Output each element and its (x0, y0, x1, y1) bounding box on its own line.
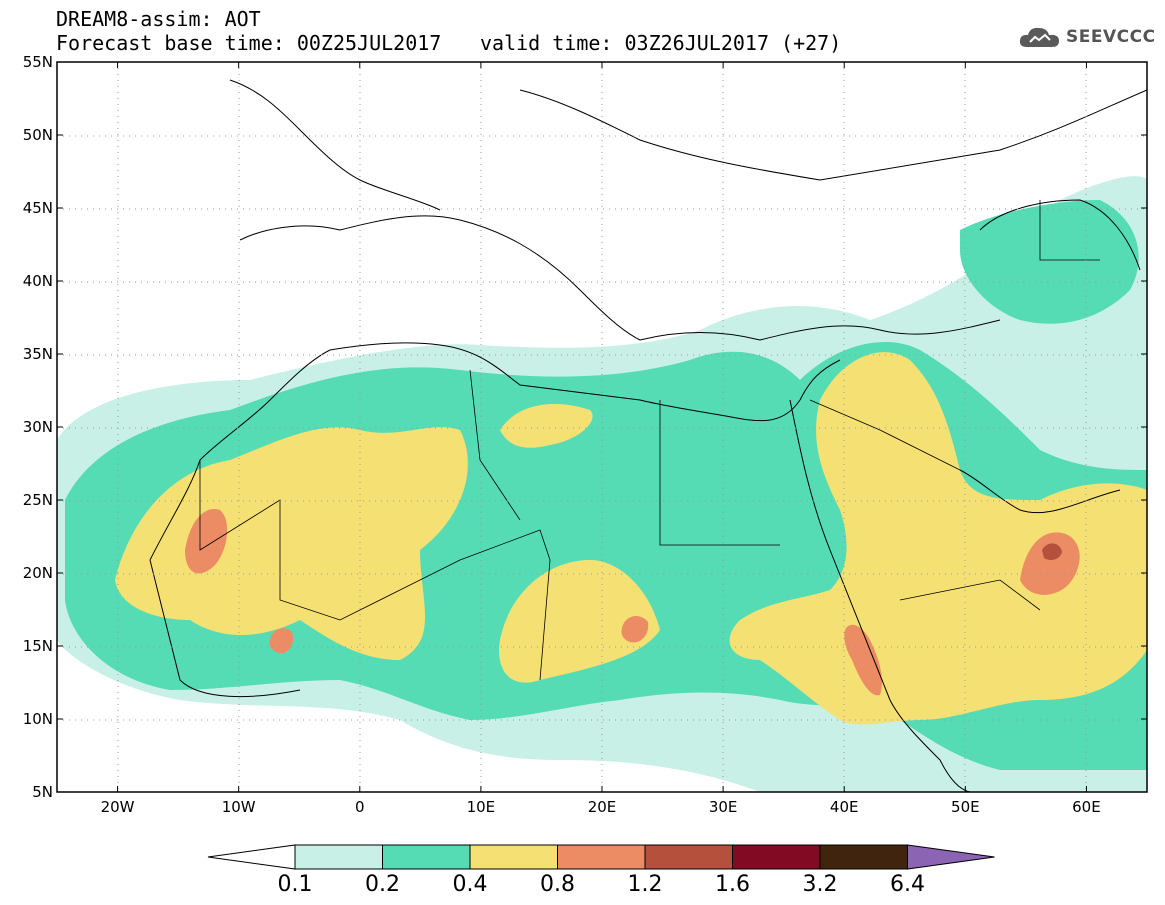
lat-tick-label: 5N (32, 783, 53, 801)
lat-axis: 55N 50N 45N 40N 35N 30N 25N 20N 15N 10N 5N (23, 53, 1147, 801)
lon-tick-label: 50E (951, 798, 980, 816)
colorbar-label: 3.2 (803, 872, 838, 897)
lat-tick-label: 30N (23, 418, 53, 436)
aot-band-0.4-libya (500, 404, 593, 448)
colorbar-segment (294, 844, 383, 870)
aot-band-0.4 (115, 427, 468, 660)
lat-tick-label: 40N (23, 272, 53, 290)
colorbar-label: 0.8 (540, 872, 575, 897)
lon-tick-label: 0 (355, 798, 365, 816)
cloud-icon (1019, 27, 1059, 47)
aot-band-0.2-caspian (960, 200, 1139, 324)
colorbar-label: 0.4 (453, 872, 488, 897)
colorbar-min-arrow (207, 844, 296, 870)
lat-tick-label: 25N (23, 491, 53, 509)
colorbar-label: 6.4 (890, 872, 925, 897)
lat-tick-label: 35N (23, 345, 53, 363)
colorbar-segment (732, 844, 821, 870)
colorbar-label: 1.6 (715, 872, 750, 897)
colorbar-segment (469, 844, 558, 870)
forecast-base-time: Forecast base time: 00Z25JUL2017 (56, 31, 442, 55)
lat-tick-label: 50N (23, 126, 53, 144)
lon-tick-label: 60E (1072, 798, 1101, 816)
colorbar-segment (557, 844, 646, 870)
colorbar-label: 0.1 (278, 872, 313, 897)
aot-band-0.4-chad (499, 560, 660, 683)
lon-tick-label: 10W (222, 798, 256, 816)
map-title: DREAM8-assim: AOT (56, 7, 261, 31)
lon-tick-label: 20E (588, 798, 617, 816)
aot-band-0.8-chad (621, 616, 649, 643)
lat-tick-label: 10N (23, 710, 53, 728)
aot-band-0.8-oman (1020, 532, 1080, 595)
seevccc-logo: SEEVCCC (1018, 24, 1156, 50)
colorbar-max-arrow (907, 844, 995, 870)
lat-tick-label: 20N (23, 564, 53, 582)
colorbar-segment (644, 844, 733, 870)
colorbar-label: 1.2 (628, 872, 663, 897)
lon-tick-label: 40E (830, 798, 859, 816)
coastlines (149, 79, 1147, 792)
aot-band-0.8-mauritania (185, 509, 228, 574)
lat-tick-label: 55N (23, 53, 53, 71)
colorbar-segment (819, 844, 908, 870)
lat-tick-label: 15N (23, 637, 53, 655)
aot-band-0.8-mali (269, 628, 294, 654)
colorbar-segment (382, 844, 471, 870)
borders (199, 200, 1100, 681)
colorbar: 0.1 0.2 0.4 0.8 1.2 1.6 3.2 6.4 (207, 844, 995, 897)
lat-tick-label: 45N (23, 199, 53, 217)
aot-band-0.8-redsea (844, 624, 882, 696)
lon-tick-label: 30E (709, 798, 738, 816)
lon-tick-label: 20W (101, 798, 135, 816)
logo-text: SEEVCCC (1066, 27, 1156, 47)
valid-time: valid time: 03Z26JUL2017 (+27) (480, 31, 842, 55)
colorbar-label: 0.2 (365, 872, 400, 897)
aot-band-0.4-arabia (729, 352, 1147, 725)
lon-axis: 20W 10W 0 10E 20E 30E 40E 50E 60E (101, 62, 1101, 816)
aot-fields (57, 176, 1147, 792)
aot-band-1.2-oman (1042, 543, 1062, 560)
lon-tick-label: 10E (467, 798, 496, 816)
